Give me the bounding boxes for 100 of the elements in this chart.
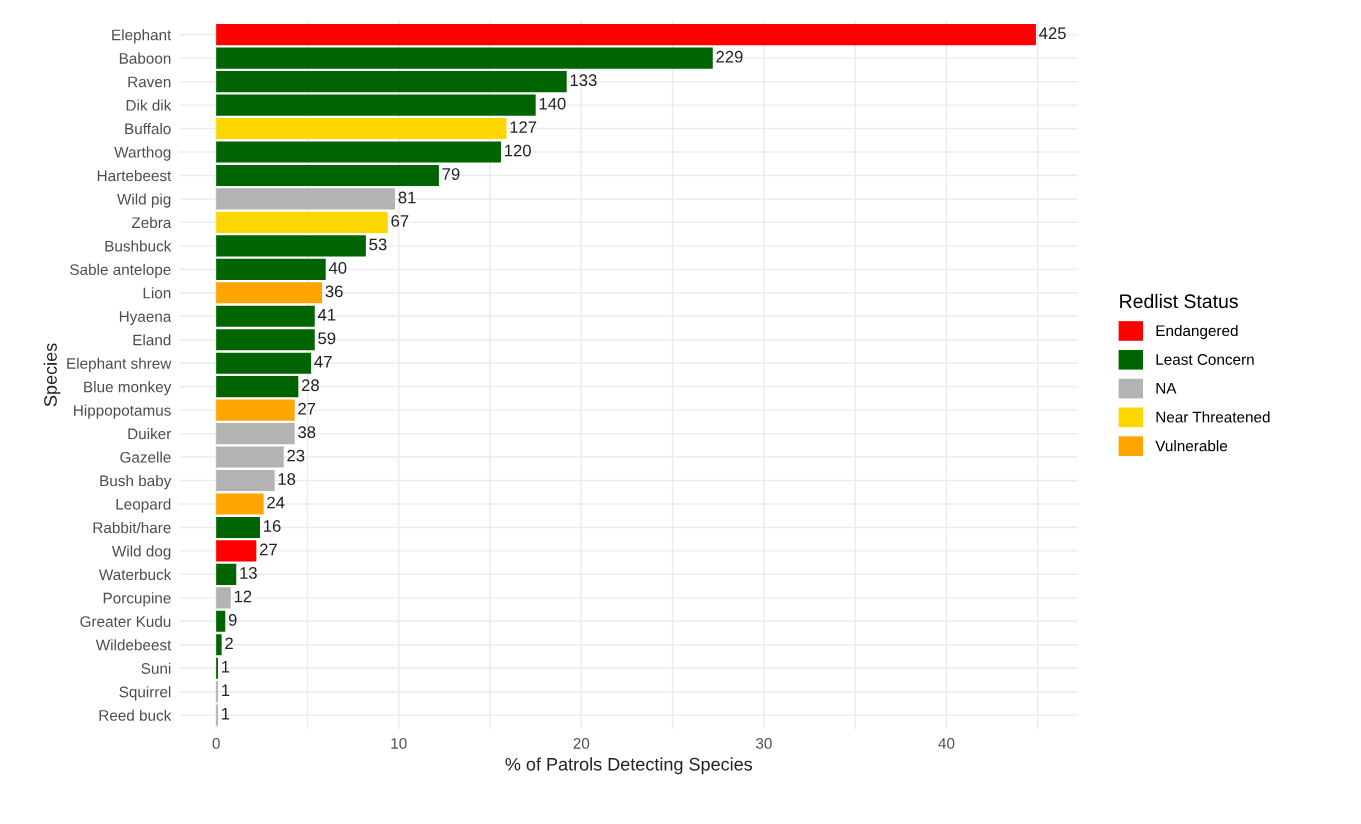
legend-label: Vulnerable: [1155, 440, 1228, 452]
y-tick-label: Warthog: [114, 146, 171, 161]
annotation: 40: [328, 262, 347, 274]
y-tick-label: Waterbuck: [98, 568, 172, 581]
annotation: 127: [510, 121, 537, 133]
annotation: 13: [240, 567, 257, 579]
y-tick-label: Lion: [143, 287, 171, 299]
annotation: 53: [369, 238, 387, 251]
y-tick-label: Greater Kudu: [80, 615, 171, 627]
bar: [216, 235, 366, 257]
annotation: 36: [325, 285, 343, 298]
annotation: 16: [264, 520, 281, 532]
bar: [216, 399, 295, 421]
y-tick-label: Wildebeest: [95, 639, 172, 651]
bar: [216, 423, 295, 445]
x-tick-label: 0: [212, 737, 220, 749]
y-tick-label: Buffalo: [125, 123, 171, 135]
y-tick-label: Dik dik: [126, 99, 172, 111]
bar: [216, 117, 507, 140]
y-tick-label: Duiker: [128, 428, 172, 440]
annotation: 27: [298, 402, 316, 415]
bar: [216, 24, 1036, 46]
bar: [216, 282, 323, 304]
y-tick-label: Sable antelope: [70, 263, 171, 279]
y-tick-label: Elephant: [112, 29, 172, 44]
bar: [216, 329, 315, 351]
bar: [216, 563, 237, 585]
bar: [216, 376, 299, 398]
x-axis-title: % of Patrols Detecting Species: [505, 757, 753, 775]
y-tick-label: Bush baby: [100, 474, 172, 490]
annotation: 81: [398, 191, 416, 204]
annotation: 38: [298, 426, 316, 439]
x-tick-label: 20: [573, 737, 590, 749]
y-tick-label: Gazelle: [120, 451, 171, 463]
annotation: 1: [222, 661, 230, 673]
legend-label: Near Threatened: [1156, 411, 1270, 423]
annotation: 59: [318, 332, 336, 345]
y-tick-label: Hippopotamus: [74, 404, 171, 419]
bar: [216, 469, 275, 492]
bar: [216, 493, 264, 515]
annotation: 140: [539, 97, 566, 110]
y-tick-label: Bushbuck: [105, 240, 172, 252]
bar: [216, 446, 284, 468]
bar: [216, 71, 567, 93]
y-axis-title: Species: [43, 343, 61, 407]
y-tick-label: Hyaena: [119, 311, 172, 325]
y-tick-label: Elephant shrew: [67, 357, 172, 372]
annotation: 133: [570, 74, 597, 87]
y-tick-label: Suni: [141, 662, 171, 674]
annotation: 425: [1039, 27, 1066, 40]
annotation: 229: [716, 50, 743, 63]
legend-title: Redlist Status: [1120, 293, 1238, 309]
annotation: 79: [442, 168, 460, 180]
y-tick-label: Squirrel: [119, 686, 171, 701]
annotation: 67: [391, 215, 409, 227]
annotation: 2: [225, 637, 233, 650]
bar: [216, 188, 396, 210]
bar: [216, 305, 315, 327]
annotation: 18: [278, 473, 296, 485]
bar: [216, 258, 326, 280]
annotation: 24: [267, 496, 285, 509]
legend-label: NA: [1156, 383, 1177, 394]
annotation: 27: [259, 543, 277, 556]
bar: [216, 352, 312, 374]
bar: [216, 610, 226, 632]
bar: [216, 587, 231, 609]
y-tick-label: Leopard: [116, 498, 171, 513]
y-tick-label: Wild dog: [111, 545, 171, 560]
bar: [216, 164, 439, 187]
y-tick-label: Blue monkey: [84, 381, 172, 396]
annotation: 1: [222, 684, 230, 697]
legend-label: Least Concern: [1156, 354, 1254, 365]
y-tick-label: Wild pig: [117, 193, 171, 208]
annotation: 1: [222, 708, 230, 720]
bar: [216, 47, 713, 69]
bar: [216, 634, 222, 656]
annotation: 41: [317, 309, 336, 321]
x-tick-label: 40: [938, 737, 955, 749]
x-tick-label: 10: [391, 737, 407, 749]
annotation: 28: [301, 379, 319, 392]
annotation: 12: [234, 590, 252, 603]
y-tick-label: Reed buck: [99, 709, 172, 721]
y-tick-label: Zebra: [131, 216, 172, 229]
annotation: 23: [287, 449, 305, 462]
y-tick-label: Hartebeest: [97, 169, 172, 182]
bar: [216, 94, 536, 116]
y-tick-label: Raven: [128, 76, 171, 88]
annotation: 47: [314, 356, 332, 368]
y-tick-label: Eland: [133, 334, 171, 346]
annotation: 9: [228, 613, 237, 626]
x-tick-label: 30: [755, 737, 772, 749]
bar: [216, 516, 260, 538]
y-tick-label: Porcupine: [103, 592, 171, 607]
annotation: 120: [505, 144, 531, 157]
bar: [216, 211, 388, 233]
y-tick-label: Rabbit/hare: [93, 521, 171, 534]
legend-label: Endangered: [1156, 324, 1238, 340]
bar: [216, 540, 257, 562]
y-tick-label: Baboon: [119, 52, 171, 64]
bar: [216, 141, 501, 163]
